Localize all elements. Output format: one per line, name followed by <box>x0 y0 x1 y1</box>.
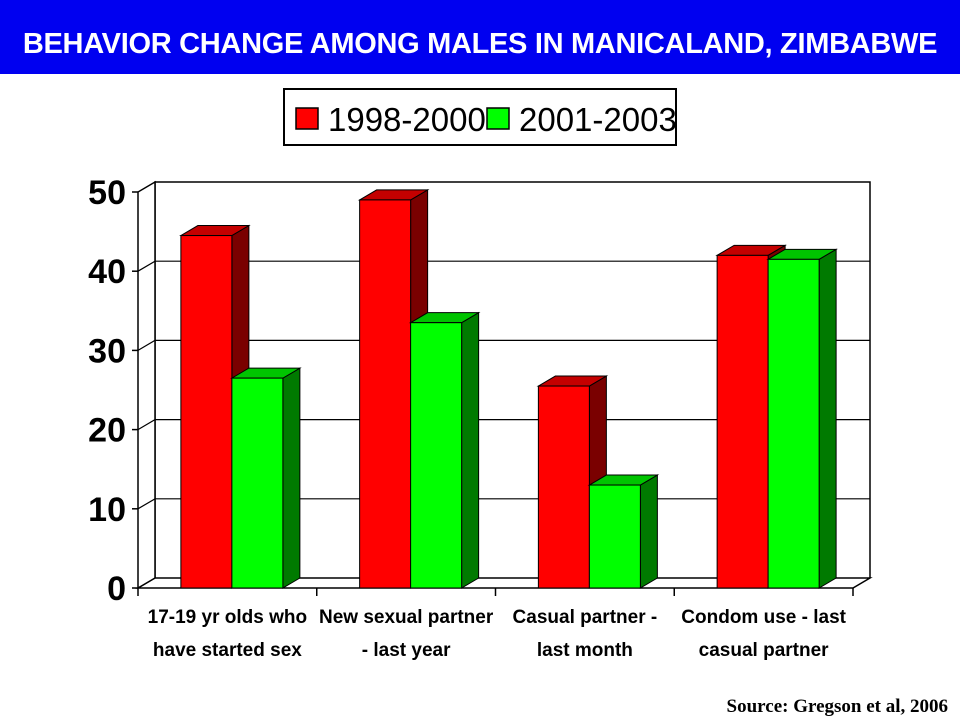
bar <box>588 484 641 589</box>
y-tick-label: 10 <box>88 491 126 529</box>
y-tick-label: 20 <box>88 412 126 450</box>
bar <box>537 385 590 589</box>
x-category-label: casual partner <box>699 640 829 661</box>
x-category-label: last month <box>537 640 633 661</box>
x-category-label: - last year <box>362 640 451 661</box>
legend-box <box>283 88 677 146</box>
bar <box>359 199 412 589</box>
page-title: BEHAVIOR CHANGE AMONG MALES IN MANICALAN… <box>22 28 938 60</box>
x-category-label: New sexual partner <box>319 607 494 628</box>
bar <box>231 377 284 589</box>
x-category-label: Condom use - last <box>681 607 846 628</box>
y-tick-label: 30 <box>88 332 126 370</box>
title-bar <box>0 0 960 74</box>
gridline <box>137 339 870 351</box>
gridline <box>137 260 870 272</box>
y-tick-label: 50 <box>88 174 126 212</box>
bar-side <box>639 474 658 589</box>
legend-label: 1998-2000 <box>328 101 486 138</box>
bar <box>410 322 463 589</box>
bar-side <box>282 367 301 589</box>
bar <box>180 235 233 589</box>
x-category-label: have started sex <box>153 640 302 661</box>
bar-side <box>461 311 480 589</box>
x-category-label: Casual partner - <box>513 607 658 628</box>
bar-chart: 0 10 20 30 40 50 17-19 yr olds who have started… <box>88 88 873 661</box>
legend-swatch <box>295 107 319 130</box>
bar <box>716 254 769 589</box>
bar <box>767 258 820 589</box>
source-citation: Source: Gregson et al, 2006 <box>726 696 948 717</box>
chart-side-wall <box>137 180 156 590</box>
legend-swatch <box>486 107 510 130</box>
legend-label: 2001-2003 <box>519 101 677 138</box>
gridline <box>137 419 870 431</box>
bar-side <box>818 248 837 589</box>
y-tick-label: 0 <box>107 570 126 608</box>
x-category-label: 17-19 yr olds who <box>148 607 307 628</box>
y-tick-label: 40 <box>88 253 126 291</box>
